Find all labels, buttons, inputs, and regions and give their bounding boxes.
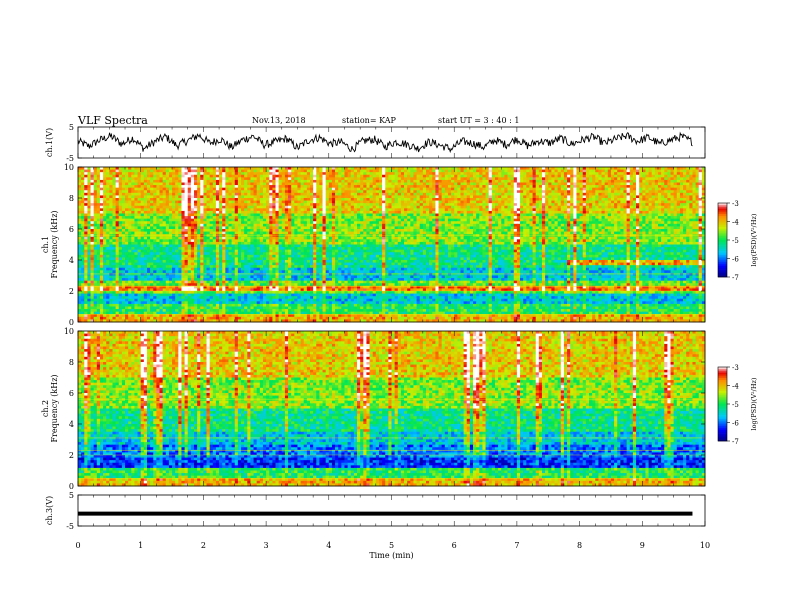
x-tick-label: 10 <box>700 541 710 550</box>
colorbar-tick-label: -5 <box>732 401 739 409</box>
x-tick-label: 6 <box>452 541 457 550</box>
y-tick-label: 4 <box>69 256 74 265</box>
y-axis-label: ch.1 <box>41 236 50 253</box>
colorbar-tick-label: -5 <box>732 237 739 245</box>
colorbar-label: log(PSD)(V²/Hz) <box>750 213 758 266</box>
x-tick-label: 5 <box>389 541 394 550</box>
y-tick-label: 8 <box>69 194 74 203</box>
x-tick-label: 8 <box>577 541 582 550</box>
x-tick-label: 3 <box>264 541 269 550</box>
x-tick-label: 2 <box>201 541 206 550</box>
start-time-label: start UT = 3 : 40 : 1 <box>438 116 519 125</box>
colorbar-tick-label: -4 <box>732 219 739 227</box>
x-tick-label: 9 <box>640 541 645 550</box>
ch2-spectrogram-cells <box>78 331 706 487</box>
ch1-spectrogram-cells <box>78 167 706 323</box>
y-axis-label: ch.1(V) <box>45 128 54 157</box>
colorbar-tick-label: -6 <box>732 256 739 264</box>
y-tick-label: 5 <box>69 123 74 132</box>
y-tick-label: 6 <box>69 225 74 234</box>
station-label: station= KAP <box>342 116 396 125</box>
date-label: Nov.13, 2018 <box>252 116 306 125</box>
y-tick-label: 0 <box>69 318 74 327</box>
y-tick-label: 0 <box>69 482 74 491</box>
y-tick-label: 2 <box>69 287 74 296</box>
colorbar-tick-label: -7 <box>732 274 739 282</box>
ch1-trace <box>77 131 693 154</box>
colorbar-tick-label: -3 <box>732 364 739 372</box>
y-tick-label: -5 <box>66 522 74 531</box>
colorbar-2 <box>718 367 727 442</box>
x-tick-label: 0 <box>75 541 80 550</box>
figure-title: VLF Spectra <box>78 114 148 127</box>
y-axis-label: Frequency (kHz) <box>50 374 59 442</box>
colorbar-tick-label: -6 <box>732 420 739 428</box>
y-tick-label: 10 <box>64 163 74 172</box>
y-axis-label: ch.2 <box>41 400 50 417</box>
y-tick-label: 5 <box>69 491 74 500</box>
x-tick-label: 1 <box>138 541 143 550</box>
y-tick-label: 10 <box>64 327 74 336</box>
colorbar-tick-label: -7 <box>732 438 739 446</box>
y-tick-label: 4 <box>69 420 74 429</box>
y-tick-label: 6 <box>69 389 74 398</box>
x-axis-label: Time (min) <box>369 551 413 560</box>
x-tick-label: 4 <box>326 541 331 550</box>
y-tick-label: 2 <box>69 451 74 460</box>
y-tick-label: 8 <box>69 358 74 367</box>
colorbar-label: log(PSD)(V²/Hz) <box>750 377 758 430</box>
y-tick-label: -5 <box>66 154 74 163</box>
y-axis-label: Frequency (kHz) <box>50 210 59 278</box>
x-tick-label: 7 <box>514 541 519 550</box>
colorbar-tick-label: -3 <box>732 200 739 208</box>
colorbar-1 <box>718 203 727 278</box>
y-axis-label: ch.3(V) <box>45 496 54 525</box>
colorbar-tick-label: -4 <box>732 383 739 391</box>
